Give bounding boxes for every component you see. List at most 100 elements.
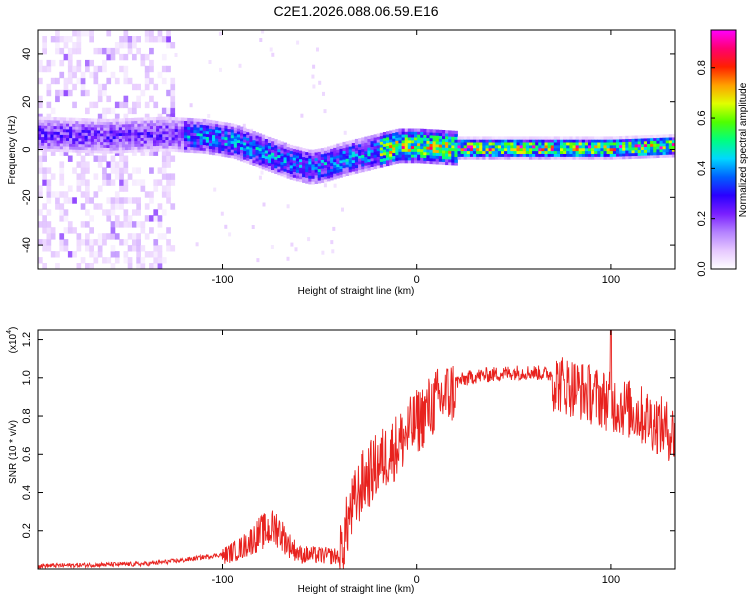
spectrogram-cell [165,148,169,152]
snr-y-label: SNR (10 * v/v) [8,420,19,484]
scale-note-close: ) [8,327,19,330]
spectrogram-cell [392,141,396,145]
spectrogram-cell [131,123,135,127]
spectrogram-cell [333,161,337,166]
spectrogram-cell [312,84,316,89]
spectrogram-cell [110,71,116,79]
spectrogram-cell [121,141,126,145]
spectrogram-cell [513,139,517,143]
spectrogram-cell [174,122,179,127]
spectrogram-cell [445,161,449,166]
spectrogram-cell [640,155,645,159]
spectrogram-cell [423,137,427,141]
spectrogram-cell [76,179,82,186]
spectrogram-cell [348,163,353,167]
spectrogram-cell [42,149,47,156]
spectrogram-cell [323,173,328,177]
spectrogram-cell [271,163,275,168]
spectrogram-cell [208,119,213,124]
spectrogram-cell [47,136,51,141]
spectrogram-cell [529,145,533,149]
spectrogram-cell [156,116,160,121]
spectrogram-cell [269,47,273,52]
spectrogram-cell [423,160,427,164]
spectrogram-cell [118,129,123,134]
spectrogram-cell [161,209,167,216]
spectrogram-cell [588,136,592,140]
spectrogram-cell [311,161,315,165]
spectrogram-cell [215,123,219,128]
spectrogram-cell [476,139,480,143]
spectrogram-cell [59,149,65,156]
spectrogram-cell [286,163,291,168]
spectrogram-cell [417,154,421,158]
spectrogram-cell [345,167,350,171]
spectrogram-cell [56,140,61,144]
spectrogram-cell [50,131,54,135]
spectrogram-cell [97,83,103,91]
spectrogram-cell [97,135,101,140]
spectrogram-cell [119,239,124,246]
spectrogram-cell [153,122,157,126]
spectrogram-cell [171,131,176,135]
spectrogram-cell [404,154,409,158]
spectrogram-cell [127,47,133,55]
spectrogram-cell [106,130,110,134]
spectrogram-cell [463,139,468,143]
spectrogram-cell [161,161,167,168]
spectrogram-cell [267,136,272,141]
spectrogram-cell [274,159,278,163]
spectrogram-cell [128,149,132,153]
spectrogram-cell [302,148,306,152]
spectrogram-cell [127,245,133,252]
spectrogram-cell [320,179,325,183]
spectrogram-cell [600,156,604,160]
spectrogram-cell [473,150,477,154]
spectrogram-cell [317,171,322,175]
spectrogram-cell [382,143,387,147]
spectrogram-cell [414,154,418,158]
spectrogram-cell [202,139,207,143]
spectrogram-cell [140,146,144,150]
snr-y-tick-label: 0.6 [21,447,33,462]
spectrogram-cell [132,245,137,252]
spectrogram-cell [80,239,86,246]
spectrogram-cell [134,132,138,136]
spectrogram-cell [80,221,86,228]
spectrogram-cell [63,83,69,91]
spectrogram-cell [420,148,424,153]
spectrogram-cell [165,116,169,120]
spectrogram-cell [258,150,263,154]
spectrogram-cell [516,153,520,157]
spectrogram-cell [485,147,489,152]
spectrogram-cell [640,146,645,150]
spectrogram-cell [215,132,219,136]
spectrogram-cell [212,126,216,130]
spectrogram-cell [249,138,253,142]
spectrogram-cell [127,215,133,222]
spectrogram-cell [44,131,48,135]
spectrogram-cell [469,147,474,152]
spectrogram-cell [432,152,437,156]
spectrogram-cell [174,120,179,124]
spectrogram-cell [619,156,623,160]
spectrogram-cell [114,251,120,258]
spectrogram-cell [80,167,86,174]
spectrogram-cell [85,185,90,192]
spectrogram-cell [123,197,129,204]
spectrogram-cell [149,134,154,138]
spectrogram-cell [161,185,167,192]
spectrogram-cell [80,179,86,186]
spectrogram-cell [137,126,141,130]
spectrogram-cell [264,138,269,142]
spectrogram-cell [84,146,89,151]
spectrogram-cell [180,117,185,121]
spectrogram-cell [435,155,440,159]
spectrogram-cell [63,209,69,216]
spectrogram-cell [320,168,325,172]
spectrogram-cell [180,131,185,136]
spectrogram-cell [63,42,69,49]
spectrogram-cell [233,132,238,137]
spectrogram-cell [510,142,514,146]
spectrogram-cell [177,143,182,147]
